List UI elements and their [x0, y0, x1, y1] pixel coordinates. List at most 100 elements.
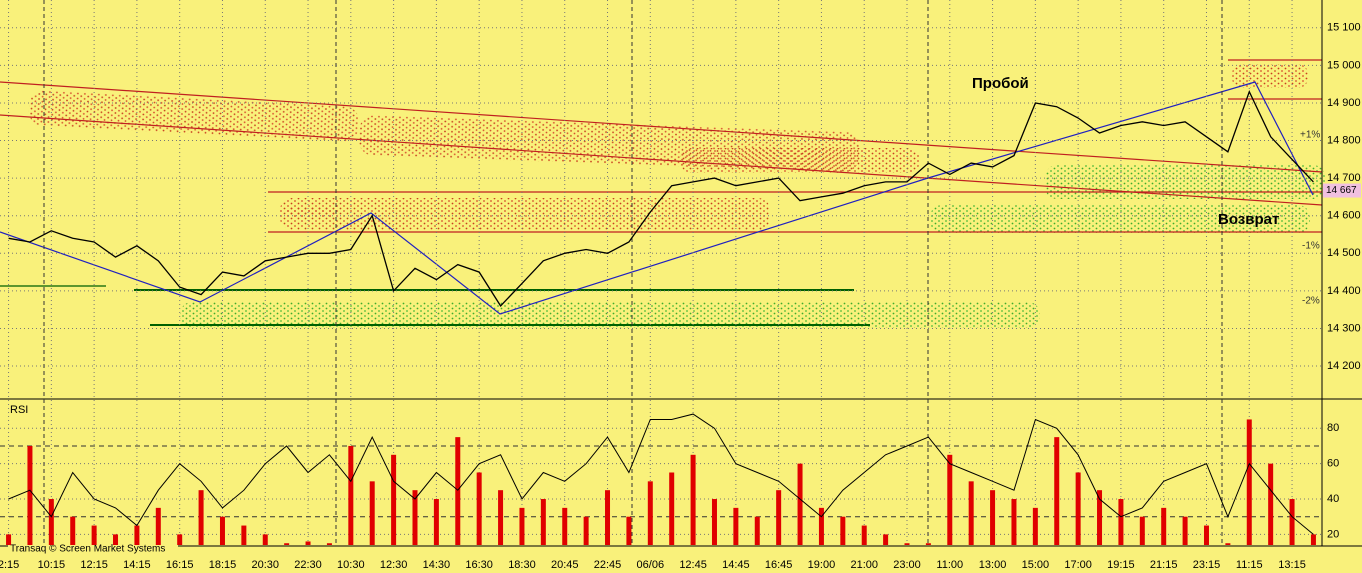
- volume-bar: [6, 534, 12, 545]
- x-tick-label: 10:15: [38, 559, 66, 571]
- volume-bar: [669, 472, 675, 545]
- y-tick-label: 60: [1327, 458, 1339, 470]
- volume-bar: [155, 507, 161, 545]
- annotation: -2%: [1302, 296, 1320, 307]
- volume-bar: [1054, 437, 1060, 545]
- volume-bar: [476, 472, 482, 545]
- volume-bar: [904, 543, 910, 545]
- volume-bar: [626, 516, 632, 545]
- x-tick-label: 13:00: [979, 559, 1007, 571]
- x-tick-label: 20:45: [551, 559, 579, 571]
- x-tick-label: 22:30: [294, 559, 322, 571]
- x-tick-label: 16:45: [765, 559, 793, 571]
- volume-bar: [27, 445, 33, 545]
- rsi-title: RSI: [10, 404, 28, 416]
- volume-bar: [391, 454, 397, 545]
- volume-bar: [1075, 472, 1081, 545]
- x-tick-label: 22:45: [594, 559, 622, 571]
- volume-bar: [540, 499, 546, 545]
- rsi-line: [8, 413, 1314, 535]
- x-tick-label: 11:00: [936, 559, 963, 571]
- volume-bar: [369, 481, 375, 545]
- volume-bar: [433, 499, 439, 545]
- y-tick-label: 80: [1327, 422, 1339, 434]
- volume-bar: [776, 490, 782, 545]
- volume-bar: [1225, 543, 1231, 545]
- volume-bar: [1203, 525, 1209, 545]
- volume-bar: [48, 499, 54, 545]
- volume-bar: [455, 437, 461, 545]
- price-line: [8, 90, 1314, 307]
- volume-bar: [1032, 507, 1038, 545]
- last-price-label: 14 667: [1326, 185, 1357, 196]
- y-tick-label: 14 200: [1327, 360, 1361, 372]
- y-tick-label: 15 000: [1327, 59, 1361, 71]
- volume-bar: [1289, 499, 1295, 545]
- x-tick-label: 16:15: [166, 559, 194, 571]
- annotation: +1%: [1300, 130, 1320, 141]
- volume-bar: [818, 507, 824, 545]
- x-tick-label: 19:00: [808, 559, 836, 571]
- x-tick-label: 11:15: [1236, 559, 1263, 571]
- y-tick-label: 14 600: [1327, 210, 1361, 222]
- x-tick-label: 18:15: [209, 559, 237, 571]
- x-tick-label: 23:00: [893, 559, 921, 571]
- volume-bar: [1246, 419, 1252, 545]
- volume-bar: [797, 463, 803, 545]
- volume-bar: [412, 490, 418, 545]
- x-tick-label: 21:00: [850, 559, 878, 571]
- volume-bar: [968, 481, 974, 545]
- x-tick-label: 12:45: [679, 559, 707, 571]
- x-tick-label: 2:15: [0, 559, 19, 571]
- annotation: -1%: [1302, 241, 1320, 252]
- x-tick-label: 20:30: [251, 559, 279, 571]
- volume-bar: [1310, 534, 1316, 545]
- y-tick-label: 14 800: [1327, 134, 1361, 146]
- volume-bar: [947, 454, 953, 545]
- volume-bar: [754, 516, 760, 545]
- volume-bar: [262, 534, 268, 545]
- volume-bar: [284, 543, 290, 545]
- volume-bar: [562, 507, 568, 545]
- volume-bar: [219, 516, 225, 545]
- volume-bar: [177, 534, 183, 545]
- volume-bar: [1118, 499, 1124, 545]
- volume-bar: [70, 516, 76, 545]
- annotation: Пробой: [972, 75, 1029, 92]
- x-tick-label: 06/06: [637, 559, 665, 571]
- volume-bar: [1097, 490, 1103, 545]
- volume-bar: [1182, 516, 1188, 545]
- volume-bar: [690, 454, 696, 545]
- volume-bar: [326, 543, 332, 545]
- volume-bar: [113, 534, 119, 545]
- x-tick-label: 12:15: [80, 559, 108, 571]
- x-tick-label: 13:15: [1278, 559, 1306, 571]
- x-tick-label: 17:00: [1064, 559, 1092, 571]
- y-tick-label: 14 400: [1327, 285, 1361, 297]
- x-tick-label: 23:15: [1193, 559, 1221, 571]
- volume-bar: [733, 507, 739, 545]
- trend-lines: [0, 59, 1323, 326]
- y-tick-label: 14 700: [1327, 172, 1361, 184]
- volume-bar: [519, 507, 525, 545]
- volume-bar: [198, 490, 204, 545]
- session-lines: [43, 0, 1223, 546]
- volume-bar: [925, 543, 931, 545]
- volume-bar: [990, 490, 996, 545]
- y-tick-label: 20: [1327, 528, 1339, 540]
- volume-bar: [1011, 499, 1017, 545]
- x-tick-label: 14:30: [423, 559, 451, 571]
- x-tick-label: 10:30: [337, 559, 365, 571]
- volume-bar: [91, 525, 97, 545]
- y-tick-label: 14 300: [1327, 322, 1361, 334]
- volume-bar: [605, 490, 611, 545]
- footer-bg: [8, 542, 178, 555]
- y-tick-label: 15 100: [1327, 22, 1361, 34]
- volume-bar: [840, 516, 846, 545]
- volume-bar: [1139, 516, 1145, 545]
- volume-bar: [348, 445, 354, 545]
- volume-bar: [1161, 507, 1167, 545]
- volume-bar: [647, 481, 653, 545]
